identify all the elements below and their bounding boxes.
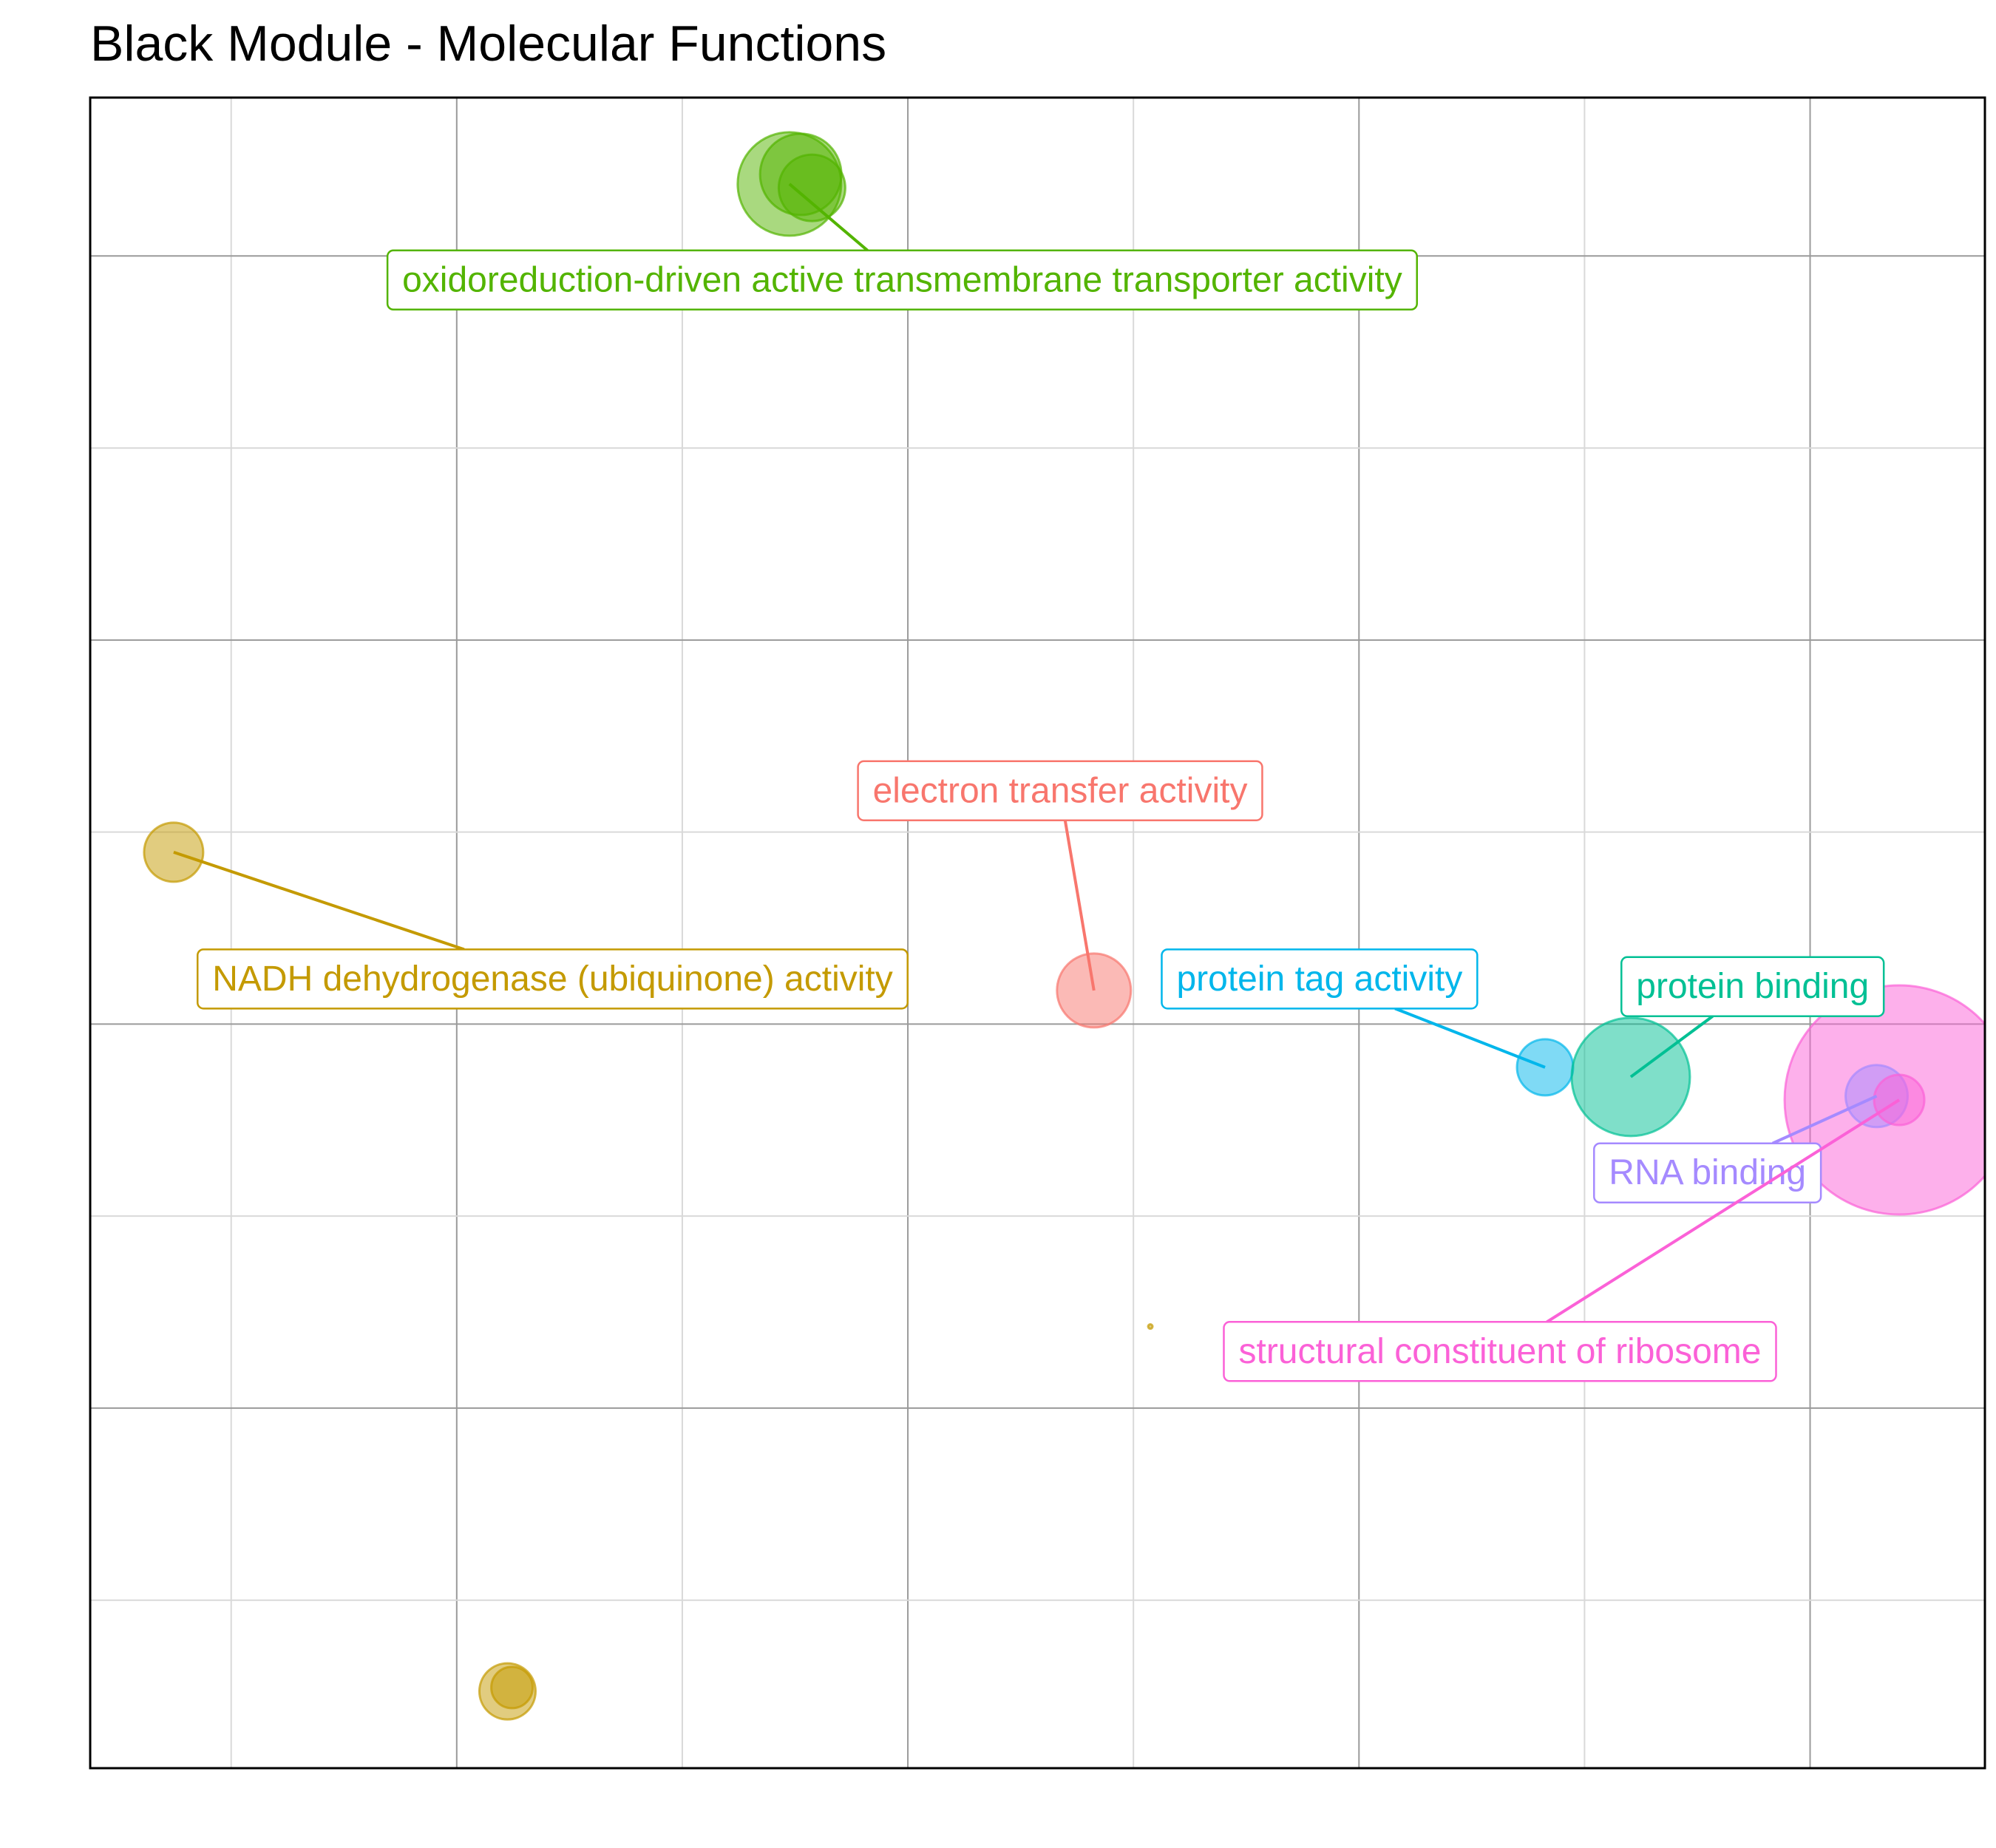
grid-layer xyxy=(90,98,1985,1768)
point-label: protein tag activity xyxy=(1161,948,1546,1069)
label-box xyxy=(386,249,1418,311)
label-text: NADH dehydrogenase (ubiquinone) activity xyxy=(212,959,893,999)
label-leader-line xyxy=(1063,820,1096,991)
label-box xyxy=(1223,1321,1777,1382)
label-box xyxy=(857,760,1263,822)
label-text: oxidoreduction-driven active transmembra… xyxy=(402,260,1402,299)
label-leader-line xyxy=(788,183,869,252)
point-label: electron transfer activity xyxy=(857,760,1263,991)
point-label: oxidoreduction-driven active transmembra… xyxy=(386,183,1418,311)
label-text: RNA binding xyxy=(1609,1153,1806,1192)
point-label: protein binding xyxy=(1620,956,1885,1078)
label-text: electron transfer activity xyxy=(873,771,1248,810)
label-leader-line xyxy=(1394,1007,1546,1069)
point-label: NADH dehydrogenase (ubiquinone) activity xyxy=(173,850,909,1010)
data-point xyxy=(1147,1323,1154,1331)
label-text: structural constituent of ribosome xyxy=(1238,1332,1761,1371)
label-box xyxy=(1593,1142,1822,1203)
point-label: structural constituent of ribosome xyxy=(1223,1098,1901,1382)
label-box xyxy=(1620,956,1885,1017)
label-text: protein tag activity xyxy=(1176,959,1462,999)
chart-title: Black Module - Molecular Functions xyxy=(90,16,886,72)
label-leader-line xyxy=(1546,1098,1901,1323)
label-leader-line xyxy=(173,850,465,951)
label-leader-line xyxy=(1629,1015,1714,1078)
data-point xyxy=(777,153,846,222)
label-text: protein binding xyxy=(1636,967,1869,1006)
label-box xyxy=(1161,948,1479,1010)
labels-layer: oxidoreduction-driven active transmembra… xyxy=(173,183,1901,1382)
label-box xyxy=(196,948,909,1010)
points-layer xyxy=(143,131,1985,1721)
data-point xyxy=(490,1665,534,1710)
panel-border xyxy=(89,96,1986,1770)
point-label: RNA binding xyxy=(1593,1094,1878,1203)
label-leader-line xyxy=(1771,1094,1878,1145)
